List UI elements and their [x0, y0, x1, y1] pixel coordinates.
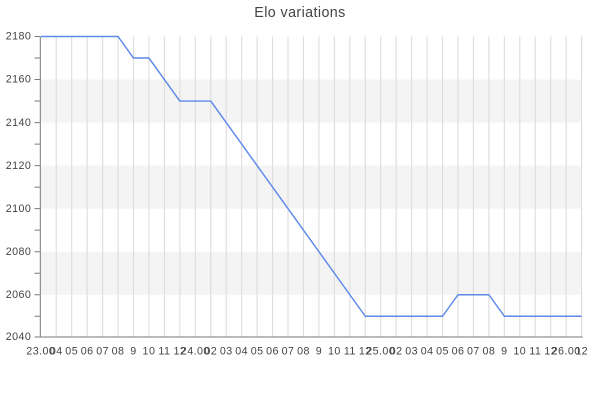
svg-text:03: 03: [220, 346, 233, 358]
svg-text:2100: 2100: [6, 203, 32, 215]
svg-text:2120: 2120: [6, 160, 32, 172]
svg-text:12: 12: [359, 346, 372, 358]
svg-text:2140: 2140: [6, 117, 32, 129]
svg-text:04: 04: [421, 346, 434, 358]
svg-text:2060: 2060: [6, 289, 32, 301]
svg-text:24.00: 24.00: [181, 346, 210, 358]
svg-text:06: 06: [452, 346, 465, 358]
svg-text:2160: 2160: [6, 74, 32, 86]
svg-text:25.00: 25.00: [366, 346, 395, 358]
svg-text:12: 12: [173, 346, 186, 358]
svg-text:05: 05: [251, 346, 264, 358]
svg-text:05: 05: [65, 346, 78, 358]
svg-text:03: 03: [405, 346, 418, 358]
svg-text:2180: 2180: [6, 31, 32, 43]
svg-text:10: 10: [328, 346, 341, 358]
svg-text:9: 9: [316, 346, 322, 358]
svg-text:02: 02: [204, 346, 217, 358]
svg-text:08: 08: [112, 346, 125, 358]
svg-text:12: 12: [575, 346, 588, 358]
svg-text:26.00: 26.00: [552, 346, 581, 358]
svg-text:23.00: 23.00: [26, 346, 55, 358]
svg-text:08: 08: [297, 346, 310, 358]
svg-text:05: 05: [436, 346, 449, 358]
svg-text:07: 07: [282, 346, 295, 358]
svg-text:12: 12: [544, 346, 557, 358]
svg-text:9: 9: [501, 346, 507, 358]
svg-text:2080: 2080: [6, 246, 32, 258]
svg-text:08: 08: [482, 346, 495, 358]
svg-text:07: 07: [96, 346, 109, 358]
svg-text:10: 10: [513, 346, 526, 358]
svg-text:11: 11: [344, 346, 356, 358]
svg-text:04: 04: [50, 346, 63, 358]
svg-text:11: 11: [529, 346, 541, 358]
svg-text:9: 9: [130, 346, 136, 358]
svg-text:10: 10: [143, 346, 156, 358]
svg-text:2040: 2040: [6, 331, 32, 343]
svg-text:06: 06: [266, 346, 279, 358]
svg-text:06: 06: [81, 346, 94, 358]
svg-text:Elo variations: Elo variations: [254, 5, 345, 21]
svg-text:07: 07: [467, 346, 480, 358]
svg-text:02: 02: [390, 346, 403, 358]
svg-text:11: 11: [158, 346, 170, 358]
svg-text:04: 04: [235, 346, 248, 358]
